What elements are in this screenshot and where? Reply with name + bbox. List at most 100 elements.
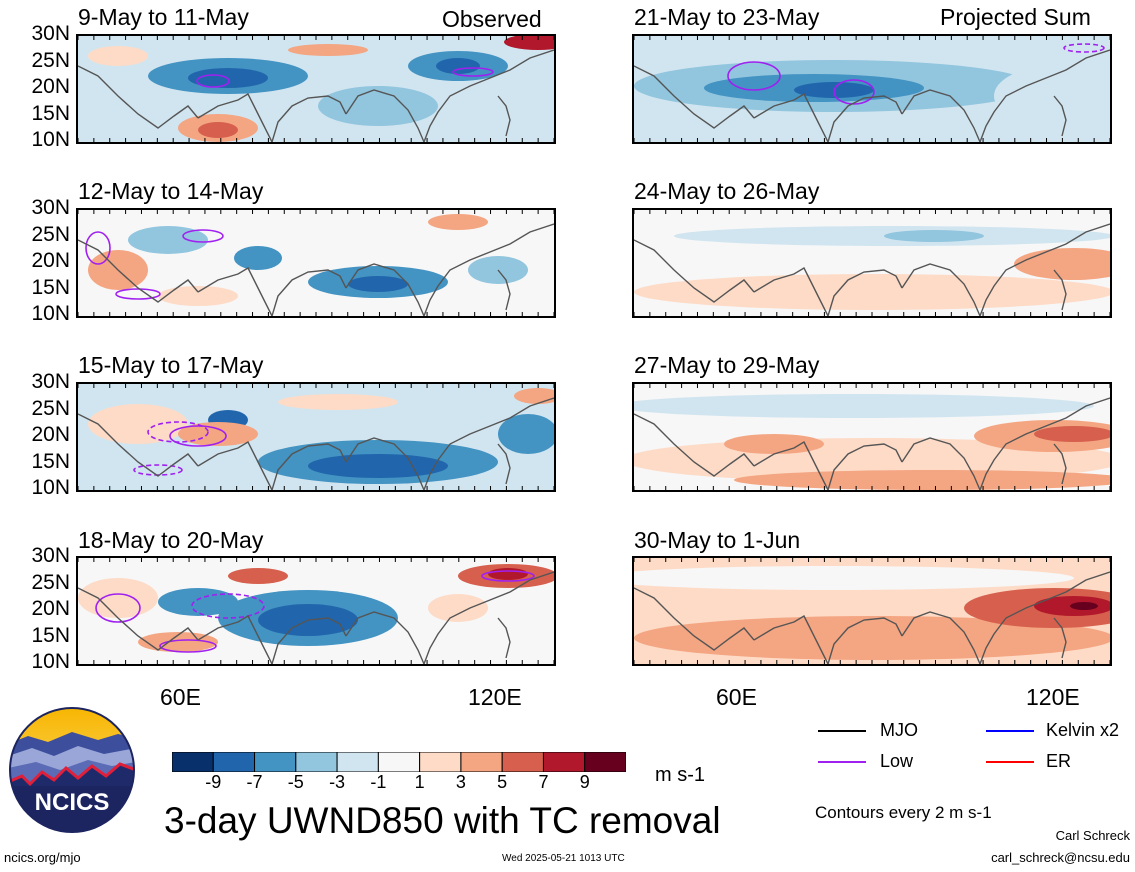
contour-line: [182, 229, 224, 243]
lon-label-120e: 120E: [468, 684, 522, 710]
lat-label: 10N: [31, 302, 70, 325]
lon-label-60e: 60E: [716, 684, 757, 710]
contour-line: [133, 464, 183, 476]
field-blob: [428, 214, 488, 230]
coastline: [345, 89, 425, 142]
contours-note: Contours every 2 m s-1: [815, 803, 992, 822]
field-blob: [158, 588, 238, 616]
coastline: [979, 223, 1110, 316]
coastline: [634, 65, 755, 129]
coastline: [197, 93, 273, 142]
contour-line: [481, 570, 535, 582]
kelvin-legend-label: Kelvin x2: [1046, 720, 1120, 740]
coastline: [1053, 617, 1067, 659]
coastline: [78, 239, 199, 303]
footer-url[interactable]: ncics.org/mjo: [4, 850, 81, 865]
map-panel-27-29-may: [632, 382, 1112, 492]
kelvin-legend-line: [986, 730, 1034, 732]
observed-header: Observed: [442, 6, 542, 32]
panel-title: 12-May to 14-May: [78, 178, 264, 204]
coastline: [979, 397, 1110, 490]
map-panel-24-26-may: [632, 208, 1112, 318]
lat-label: 30N: [31, 22, 70, 45]
coastline: [271, 95, 347, 142]
colorbar-tick-label: 5: [497, 772, 508, 792]
coastline: [827, 617, 903, 664]
coastline: [901, 437, 981, 490]
coastline: [78, 65, 199, 129]
field-blob: [634, 274, 1110, 310]
colorbar-tick-label: -7: [246, 772, 263, 792]
coastline: [423, 397, 554, 490]
colorbar-swatch: [377, 751, 421, 773]
coastline: [979, 571, 1110, 664]
colorbar-swatch: [542, 751, 586, 773]
lat-label: 20N: [31, 249, 70, 272]
field-blob: [1070, 602, 1098, 610]
contour-line: [452, 67, 494, 77]
coastline: [1053, 443, 1067, 485]
lat-label: 20N: [31, 423, 70, 446]
ncics-logo-text: NCICS: [35, 789, 110, 816]
er-legend-line: [986, 761, 1034, 763]
lat-label: 25N: [31, 48, 70, 72]
contour-line: [191, 593, 265, 619]
coastline: [78, 587, 199, 651]
field-blob: [78, 578, 158, 618]
lat-label: 30N: [31, 370, 70, 393]
field-blob: [734, 470, 1110, 490]
projected-sum-header: Projected Sum: [940, 4, 1091, 30]
lon-label-120e: 120E: [1026, 684, 1080, 710]
coastline: [345, 263, 425, 316]
main-title: 3-day UWND850 with TC removal: [164, 800, 721, 841]
field-blob: [288, 44, 368, 56]
contour-line: [196, 74, 230, 88]
lat-label: 10N: [31, 650, 70, 673]
lat-label: 25N: [31, 222, 70, 246]
field-blob: [1034, 426, 1110, 442]
panel-title: 15-May to 17-May: [78, 352, 264, 378]
field-blob: [308, 454, 448, 478]
lat-label: 25N: [31, 396, 70, 420]
coastline: [634, 587, 755, 651]
colorbar-swatch: [336, 751, 379, 773]
coastline: [197, 615, 273, 664]
panel-title: 30-May to 1-Jun: [634, 527, 801, 553]
contour-line: [833, 79, 875, 105]
contour-line: [95, 593, 141, 623]
lat-label: 30N: [31, 544, 70, 567]
contour-line: [115, 288, 161, 300]
coastline: [1053, 269, 1067, 311]
field-blob: [504, 36, 554, 50]
coastline: [271, 617, 347, 664]
field-blob: [634, 616, 1110, 660]
low-legend-label: Low: [880, 751, 914, 771]
field-blob: [138, 632, 218, 652]
coastline: [634, 413, 755, 477]
field-blob: [128, 226, 208, 254]
lat-label: 20N: [31, 597, 70, 620]
contour-line: [169, 425, 227, 447]
field-blob: [348, 276, 408, 292]
coastline: [423, 49, 554, 142]
field-blob: [428, 594, 488, 622]
lat-label: 15N: [31, 623, 70, 647]
field-blob: [178, 422, 258, 446]
coastline: [497, 617, 511, 659]
field-blob: [514, 388, 554, 404]
colorbar-tick-label: 9: [579, 772, 590, 792]
field-blob: [634, 394, 1094, 418]
colorbar-swatch: [460, 751, 503, 773]
map-panel-18-20-may: [76, 556, 556, 666]
lon-label-60e: 60E: [160, 684, 201, 710]
footer-email[interactable]: carl_schreck@ncsu.edu: [991, 850, 1130, 865]
coastline: [423, 571, 554, 664]
panel-title: 21-May to 23-May: [634, 4, 820, 30]
coastline: [423, 223, 554, 316]
coastline: [827, 269, 903, 316]
low-legend-line: [818, 761, 866, 763]
colorbar-tick-label: -5: [287, 772, 304, 792]
panel-title: 9-May to 11-May: [78, 4, 249, 30]
field-blob: [994, 66, 1110, 126]
mjo-legend-line: [818, 730, 866, 732]
